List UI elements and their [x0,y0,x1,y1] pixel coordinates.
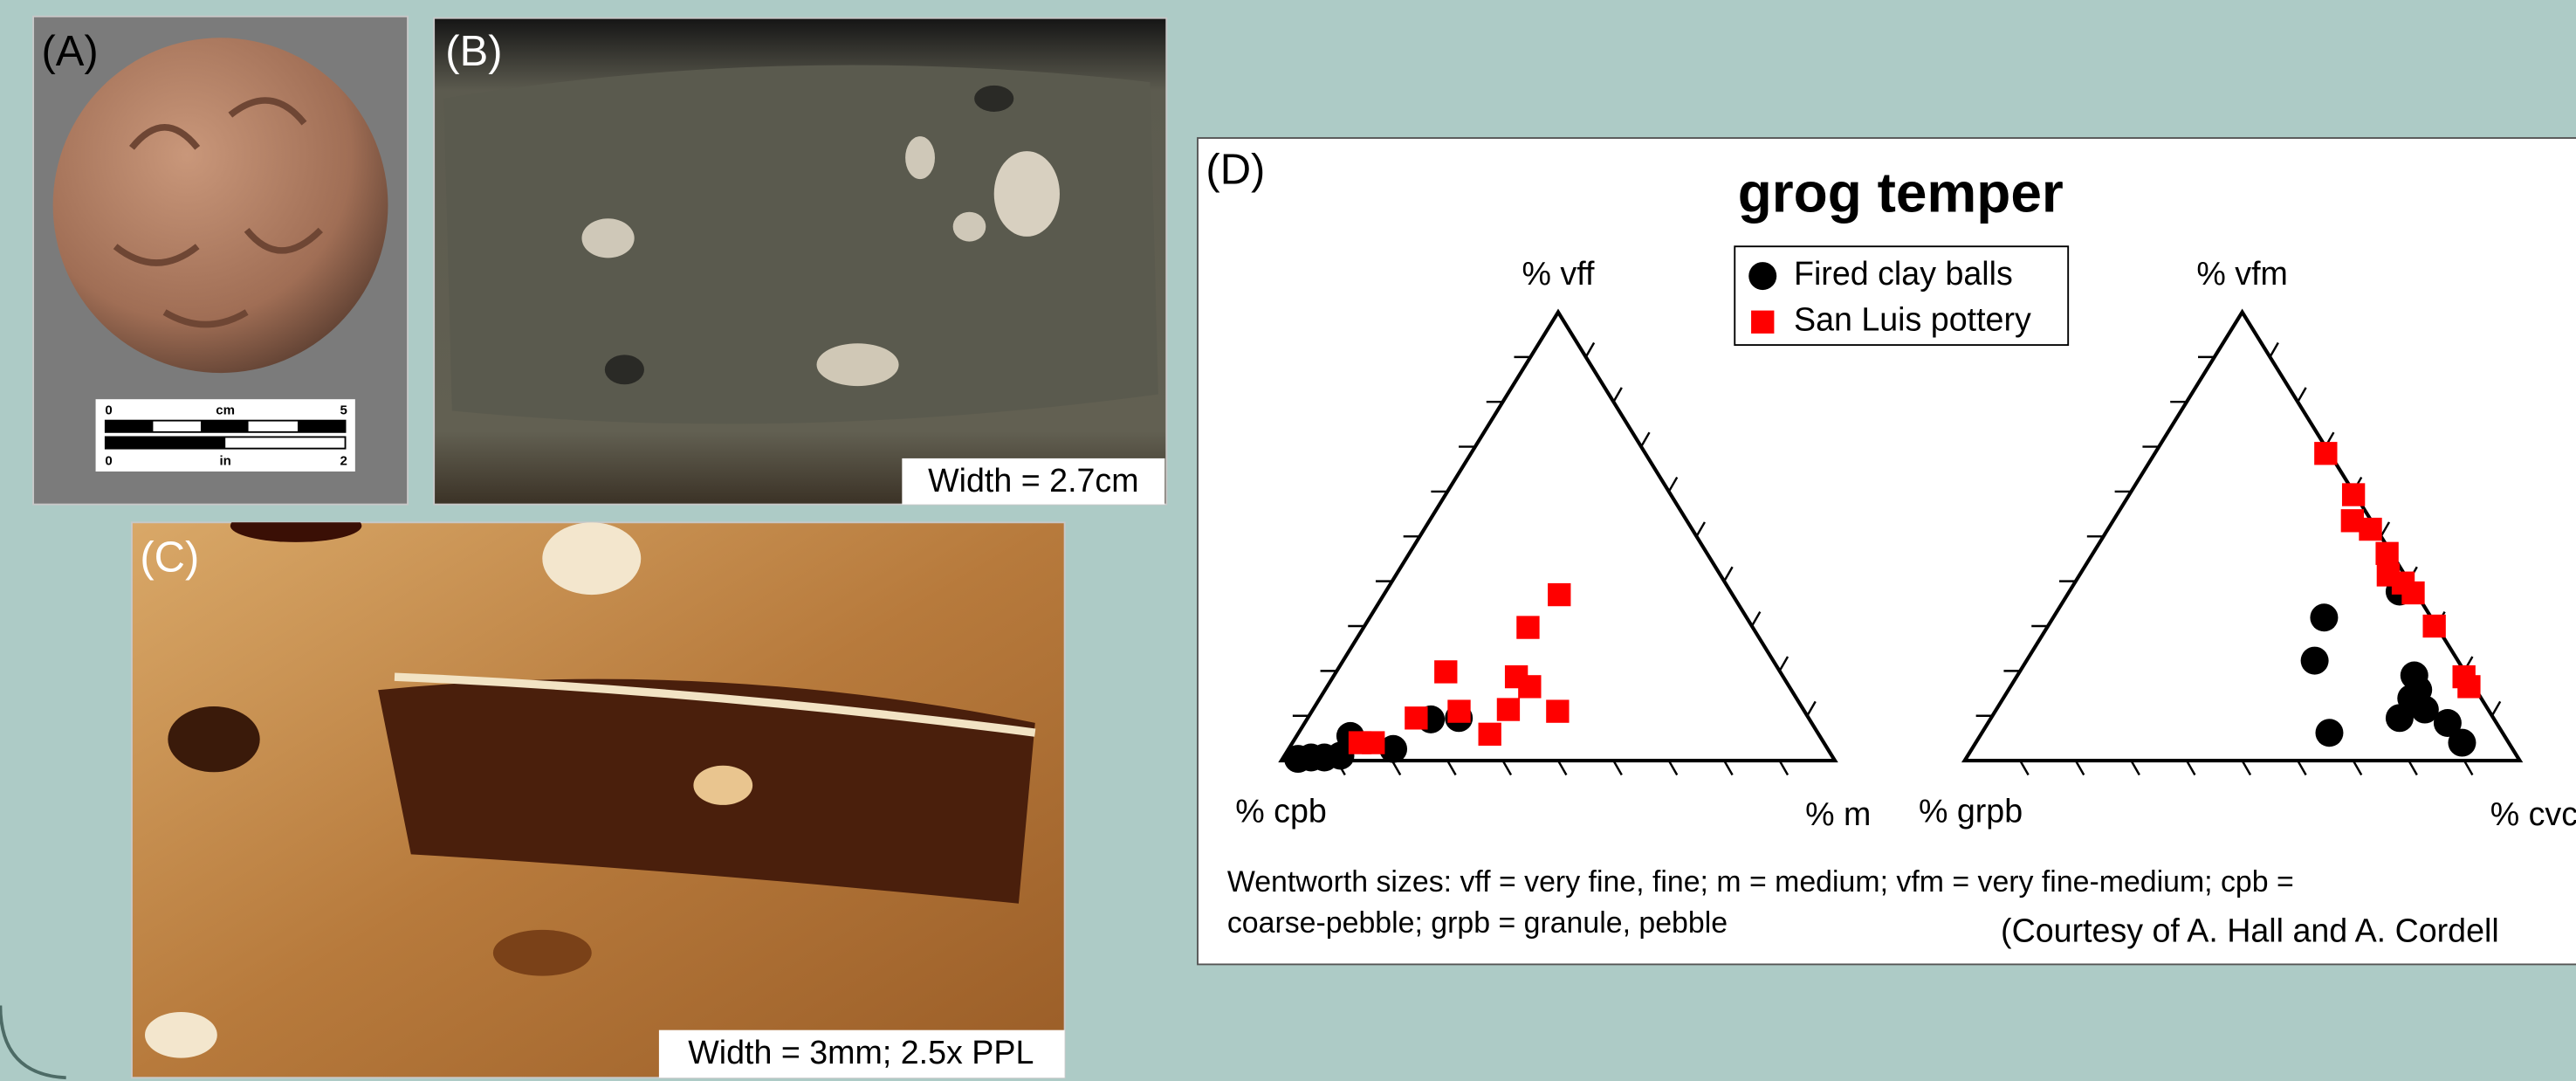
inclusion [817,343,899,386]
data-point [1516,616,1539,638]
axis-label: % m [1805,795,1871,832]
inclusion [994,151,1060,237]
data-point [1362,731,1384,754]
data-point [1548,583,1570,606]
scale-label: 0 [105,454,112,469]
legend-marker [1751,311,1774,334]
panel-a: 0 cm 5 0 in 2 (A) [33,17,408,505]
inclusion [693,766,752,805]
data-point [2359,518,2381,540]
inclusion [605,355,644,384]
scale-bar-seg [298,421,346,432]
data-point [1497,698,1520,720]
data-point [2386,704,2414,732]
data-point [2315,719,2343,747]
axis-label: % cpb [1235,792,1327,829]
data-point [1479,723,1501,746]
data-point [2301,647,2329,675]
note: Wentworth sizes: vff = very fine, fine; … [1227,865,2294,899]
inclusion [581,218,634,258]
scale-label: cm [216,403,235,417]
data-point [2457,675,2480,698]
axis-label: % vff [1522,255,1595,292]
inclusion [168,706,259,772]
caption: Width = 2.7cm [928,462,1138,499]
scale-label: 5 [340,403,347,417]
data-point [2310,603,2338,631]
note: coarse-pebble; grpb = granule, pebble [1227,906,1728,940]
panel-label: (C) [140,534,199,581]
axis-label: % grpb [1919,792,2023,829]
data-point [2375,542,2398,565]
inclusion [493,930,592,976]
chart-title: grog temper [1738,162,2064,224]
scale-label: in [220,454,231,469]
scale-label: 0 [105,403,112,417]
legend-marker [1748,262,1776,290]
data-point [2448,729,2476,757]
legend-label: Fired clay balls [1794,255,2013,292]
panel-d: (D) grog temper Wentworth sizes: vff = v… [1198,138,2576,964]
data-point [1447,699,1470,722]
data-point [2401,582,2424,604]
credit: (Courtesy of A. Hall and A. Cordell [2001,912,2499,949]
scale-label: 2 [340,454,347,469]
panel-label: (D) [1206,146,1265,193]
scale-bar-seg [106,437,225,448]
inclusion [230,509,362,542]
data-point [2314,442,2337,465]
page: {"panels": { "a": {"label": "(A)", "scal… [0,0,2576,1081]
data-point [2342,483,2365,506]
inclusion [145,1012,217,1058]
panel-label: (A) [41,28,98,75]
inclusion [974,86,1013,112]
data-point [2422,615,2445,637]
data-point [1405,706,1427,729]
inclusion [905,136,935,179]
panel-b: Width = 2.7cm (B) [434,18,1166,505]
sherd [443,65,1157,423]
caption: Width = 3mm; 2.5x PPL [688,1034,1034,1071]
data-point [1518,675,1541,698]
data-point [1434,660,1457,683]
inclusion [542,522,641,595]
axis-label: % cvc [2490,795,2576,832]
inclusion [953,212,986,242]
axis-label: % vfm [2196,255,2287,292]
slide: 0 cm 5 0 in 2 (A) Width = 2.7cm (B) [0,0,2576,1081]
data-point [1546,699,1569,722]
scale-bar-seg [201,421,249,432]
legend-label: San Luis pottery [1794,301,2031,338]
panel-c: Width = 3mm; 2.5x PPL (C) [132,509,1065,1078]
panel-label: (B) [445,28,502,75]
slide-corner [0,1005,65,1078]
scale-bar-seg [106,421,154,432]
